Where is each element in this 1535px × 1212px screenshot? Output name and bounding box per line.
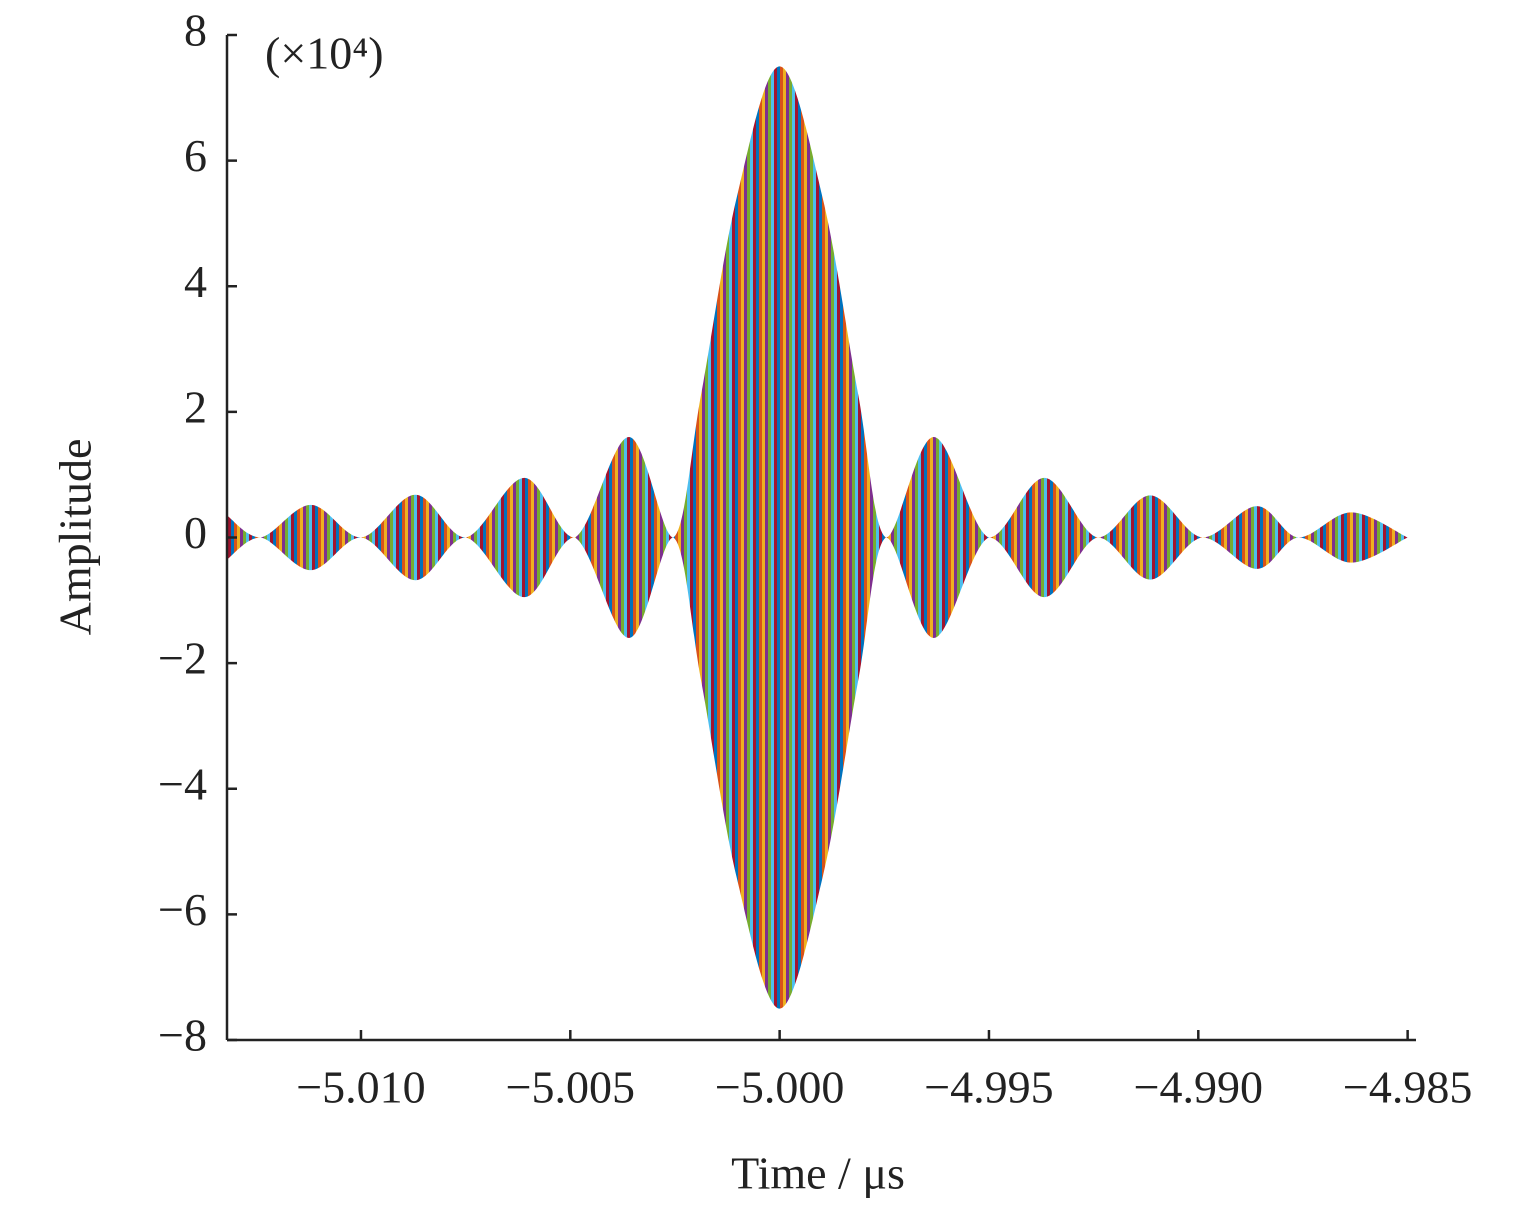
x-tick-label: −4.995	[924, 1062, 1053, 1113]
x-tick-label: −4.985	[1343, 1062, 1472, 1113]
x-tick-label: −5.000	[715, 1062, 844, 1113]
y-tick-label: −4	[158, 758, 207, 809]
x-tick-label: −5.005	[506, 1062, 635, 1113]
signal-envelope	[227, 537, 1408, 1009]
x-tick-label: −5.010	[296, 1062, 425, 1113]
y-axis-label: Amplitude	[50, 439, 101, 636]
annotation: (×10⁴)	[265, 28, 384, 79]
y-tick-label: 2	[184, 381, 207, 432]
y-tick-label: 6	[184, 130, 207, 181]
y-tick-label: −6	[158, 884, 207, 935]
y-tick-label: −2	[158, 633, 207, 684]
x-axis-label: Time / μs	[731, 1148, 905, 1199]
y-tick-label: 0	[184, 507, 207, 558]
y-tick-label: −8	[158, 1010, 207, 1061]
y-tick-label: 4	[184, 256, 207, 307]
y-tick-label: 8	[184, 5, 207, 56]
signal-envelope	[227, 66, 1408, 538]
x-tick-label: −4.990	[1134, 1062, 1263, 1113]
